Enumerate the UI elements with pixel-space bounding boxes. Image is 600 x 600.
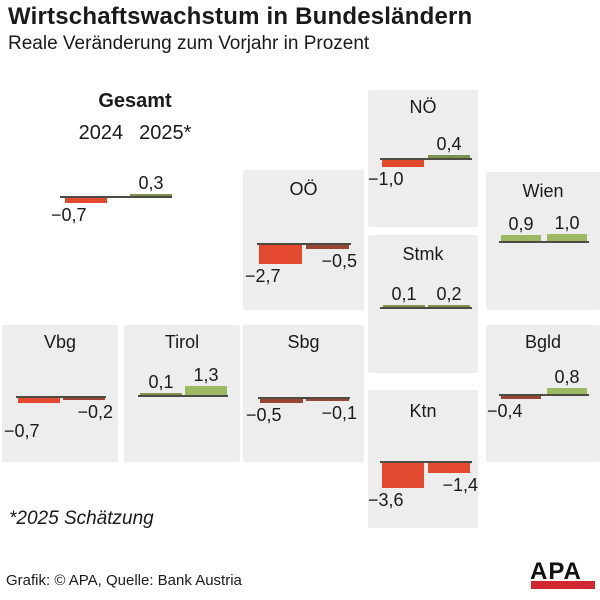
- value-label-2024: −1,0: [368, 169, 404, 189]
- bar-negative: [65, 198, 107, 203]
- bar-negative: [63, 398, 105, 400]
- panel-gesamt: Gesamt 2024 2025* −0,7 0,3: [40, 86, 230, 256]
- value-label-2024: −2,7: [245, 266, 281, 286]
- zero-baseline: [258, 397, 350, 399]
- bar-negative: [306, 245, 349, 249]
- region-label-tirol: Tirol: [164, 332, 200, 352]
- bar-negative: [306, 399, 349, 401]
- zero-baseline: [380, 158, 472, 160]
- value-label-2025: −1,4: [442, 475, 478, 495]
- apa-logo: APA: [530, 558, 595, 589]
- panel-wien: Wien 0,9 1,0: [486, 172, 600, 310]
- zero-baseline: [16, 396, 106, 398]
- panel-ooe: OÖ −2,7 −0,5: [243, 170, 364, 310]
- apa-logo-text: APA: [530, 558, 582, 585]
- page-title: Wirtschaftswachstum in Bundesländern: [8, 3, 473, 30]
- zero-baseline: [257, 243, 351, 245]
- value-label-2025: 1,3: [193, 365, 219, 385]
- value-label-2024: −3,6: [368, 490, 404, 510]
- series-year-2025: 2025*: [139, 122, 192, 144]
- region-label-stmk: Stmk: [402, 244, 444, 264]
- value-label-2025: −0,2: [77, 402, 113, 422]
- series-year-2024: 2024: [78, 122, 124, 144]
- value-label-2024: −0,4: [487, 401, 523, 421]
- value-label-2025: 0,4: [436, 134, 462, 154]
- value-label-2024: 0,1: [148, 372, 174, 392]
- bar-negative: [259, 245, 302, 264]
- panel-tirol: Tirol 0,1 1,3: [124, 325, 240, 462]
- region-label-sbg: Sbg: [287, 332, 320, 352]
- bar-2025-or-2024-positive: [547, 388, 587, 394]
- bar-negative: [501, 396, 541, 399]
- zero-baseline: [380, 461, 472, 463]
- bar-2025-or-2024-positive: [428, 305, 470, 307]
- region-label-ooe: OÖ: [289, 179, 318, 199]
- source-credit: Grafik: © APA, Quelle: Bank Austria: [6, 572, 242, 589]
- value-label-2024: 0,1: [391, 284, 417, 304]
- value-label-2024: −0,7: [51, 205, 87, 225]
- bar-negative: [428, 463, 470, 473]
- region-label-ktn: Ktn: [409, 401, 437, 421]
- value-label-2024: −0,7: [4, 421, 40, 441]
- zero-baseline: [60, 196, 172, 198]
- bar-2025-or-2024-positive: [140, 393, 182, 395]
- bar-2025-or-2024-positive: [547, 234, 587, 241]
- series-year-labels: 2024 2025*: [40, 122, 230, 145]
- panel-sbg: Sbg −0,5 −0,1: [243, 325, 364, 462]
- region-label-gesamt: Gesamt: [98, 90, 172, 112]
- bar-2025-or-2024-positive: [383, 305, 425, 307]
- region-label-wien: Wien: [522, 181, 564, 201]
- bar-2025-or-2024-positive: [428, 155, 470, 158]
- panel-stmk: Stmk 0,1 0,2: [368, 235, 478, 373]
- zero-baseline: [380, 307, 472, 309]
- panel-ktn: Ktn −3,6 −1,4: [368, 390, 478, 528]
- apa-logo-red-bar: [531, 581, 595, 589]
- value-label-2025: −0,5: [321, 251, 357, 271]
- panel-noe: NÖ −1,0 0,4: [368, 90, 478, 227]
- bar-2025-or-2024-positive: [185, 386, 227, 395]
- value-label-2025: 1,0: [554, 213, 580, 233]
- zero-baseline: [499, 394, 589, 396]
- value-label-2025: −0,1: [321, 403, 357, 423]
- footnote-2025-estimate: *2025 Schätzung: [9, 508, 154, 529]
- value-label-2025: 0,3: [138, 173, 164, 193]
- region-label-bgld: Bgld: [524, 332, 562, 352]
- bar-negative: [18, 398, 60, 403]
- region-label-noe: NÖ: [409, 97, 437, 117]
- bar-2025-or-2024-positive: [501, 235, 541, 241]
- bar-negative: [382, 463, 424, 488]
- bar-negative: [382, 160, 424, 167]
- zero-baseline: [138, 395, 228, 397]
- panel-vbg: Vbg −0,7 −0,2: [2, 325, 118, 462]
- bar-2025-or-2024-positive: [130, 194, 172, 196]
- value-label-2024: −0,5: [246, 405, 282, 425]
- region-label-vbg: Vbg: [43, 332, 77, 352]
- bar-negative: [260, 399, 303, 403]
- value-label-2025: 0,2: [436, 284, 462, 304]
- zero-baseline: [499, 241, 589, 243]
- page-subtitle: Reale Veränderung zum Vorjahr in Prozent: [8, 33, 370, 54]
- panel-bgld: Bgld −0,4 0,8: [486, 325, 600, 462]
- value-label-2025: 0,8: [554, 367, 580, 387]
- value-label-2024: 0,9: [508, 214, 534, 234]
